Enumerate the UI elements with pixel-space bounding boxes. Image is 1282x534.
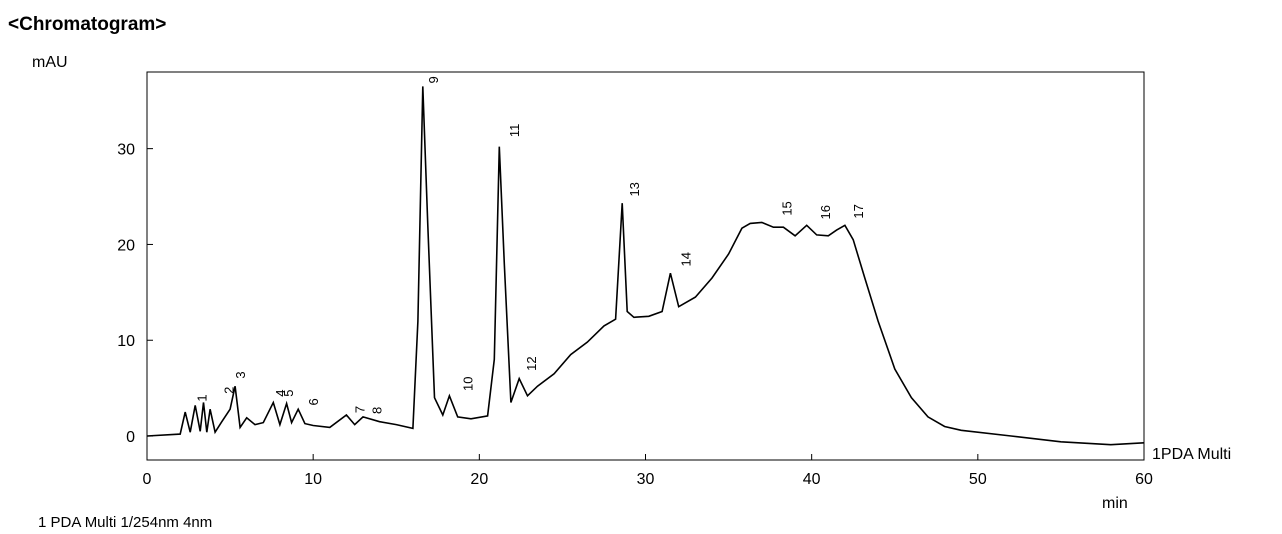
- detector-info: 1 PDA Multi 1/254nm 4nm: [38, 514, 213, 531]
- x-axis: 0 10 20 30 40 50 60: [143, 454, 1153, 488]
- peak-label: 16: [818, 205, 833, 219]
- peak-label: 13: [627, 182, 642, 196]
- y-axis: 0 10 20 30: [117, 142, 153, 446]
- x-tick-label: 50: [969, 471, 987, 488]
- x-tick-label: 10: [304, 471, 322, 488]
- peak-label: 12: [524, 356, 539, 370]
- x-tick-label: 0: [143, 471, 152, 488]
- y-axis-unit: mAU: [32, 54, 68, 71]
- peak-label: 10: [461, 377, 476, 391]
- peak-label: 1: [195, 394, 210, 401]
- peak-label: 17: [851, 204, 866, 218]
- chart-title: <Chromatogram>: [8, 14, 167, 35]
- x-tick-label: 30: [637, 471, 655, 488]
- x-tick-label: 20: [470, 471, 488, 488]
- peak-label: 4: [273, 390, 288, 397]
- x-tick-label: 40: [803, 471, 821, 488]
- x-tick-label: 60: [1135, 471, 1153, 488]
- peak-label: 6: [306, 398, 321, 405]
- peak-label: 5: [281, 390, 296, 397]
- peak-label: 14: [678, 252, 693, 266]
- peak-label: 11: [507, 124, 522, 138]
- series-legend-label: 1PDA Multi: [1152, 446, 1231, 463]
- y-tick-label: 20: [117, 237, 135, 254]
- chromatogram-trace: [146, 86, 1145, 446]
- peak-label: 8: [369, 407, 384, 414]
- y-tick-label: 0: [126, 429, 135, 446]
- peak-label: 15: [780, 201, 795, 215]
- x-axis-unit: min: [1102, 495, 1128, 512]
- peak-label: 7: [353, 406, 368, 413]
- peak-label: 2: [221, 387, 236, 394]
- series-layer: [146, 86, 1145, 446]
- y-tick-label: 10: [117, 333, 135, 350]
- peak-label: 3: [233, 371, 248, 378]
- plot-frame: [146, 71, 1145, 461]
- y-tick-label: 30: [117, 142, 135, 159]
- peak-label: 9: [426, 76, 441, 83]
